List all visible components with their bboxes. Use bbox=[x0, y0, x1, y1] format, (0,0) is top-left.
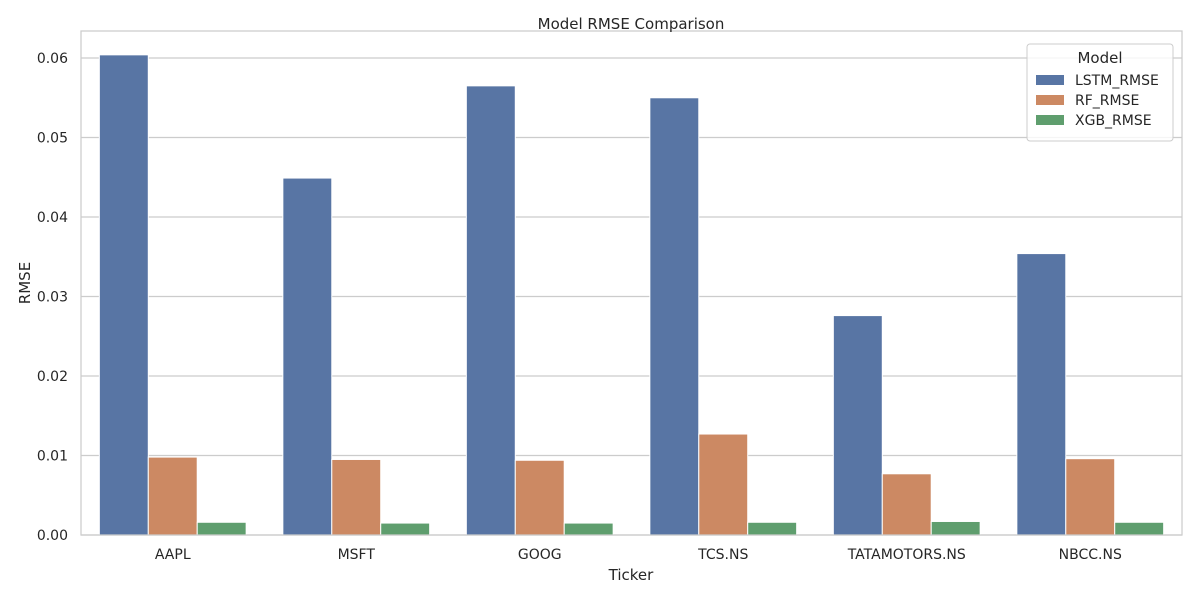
legend-swatch bbox=[1036, 115, 1064, 125]
legend-items: LSTM_RMSE RF_RMSE XGB_RMSE bbox=[1036, 73, 1159, 129]
bar-lstm-rmse-goog bbox=[465, 85, 516, 536]
x-tick-label: TATAMOTORS.NS bbox=[847, 547, 966, 563]
bar-lstm-rmse-nbcc-ns bbox=[1016, 253, 1067, 536]
legend-label: XGB_RMSE bbox=[1075, 113, 1152, 129]
legend: Model LSTM_RMSE RF_RMSE XGB_RMSE bbox=[1026, 43, 1174, 142]
legend-swatch bbox=[1036, 75, 1064, 85]
plot-frame bbox=[80, 30, 1183, 536]
x-tick-label: AAPL bbox=[155, 547, 191, 563]
y-tick-label: 0.02 bbox=[37, 369, 68, 385]
x-tick-label: MSFT bbox=[338, 547, 376, 563]
y-tick-label: 0.06 bbox=[37, 51, 68, 67]
x-tick-label: NBCC.NS bbox=[1059, 547, 1122, 563]
bar-rf-rmse-tcs-ns bbox=[698, 433, 749, 536]
y-tick-label: 0.04 bbox=[37, 210, 68, 226]
legend-swatch bbox=[1036, 95, 1064, 105]
gridlines bbox=[81, 57, 1182, 536]
y-tick-label: 0.05 bbox=[37, 131, 68, 147]
legend-label: LSTM_RMSE bbox=[1075, 73, 1159, 89]
x-tick-labels: AAPL MSFT GOOG TCS.NS TATAMOTORS.NS NBCC.NS bbox=[155, 547, 1122, 563]
bar-rf-rmse-goog bbox=[514, 459, 565, 536]
bar-xgb-rmse-aapl bbox=[196, 521, 247, 536]
bar-rf-rmse-tatamotors-ns bbox=[881, 473, 932, 536]
legend-title: Model bbox=[1077, 49, 1122, 67]
bar-xgb-rmse-nbcc-ns bbox=[1114, 521, 1165, 536]
y-axis-label: RMSE bbox=[16, 262, 34, 304]
bar-rf-rmse-msft bbox=[331, 458, 382, 536]
bar-xgb-rmse-tcs-ns bbox=[747, 521, 798, 536]
bars bbox=[98, 54, 1165, 536]
bar-rf-rmse-nbcc-ns bbox=[1065, 458, 1116, 536]
bar-xgb-rmse-goog bbox=[563, 522, 614, 536]
bar-xgb-rmse-msft bbox=[380, 522, 431, 536]
y-tick-label: 0.00 bbox=[37, 528, 68, 544]
y-tick-label: 0.03 bbox=[37, 290, 68, 306]
chart-title: Model RMSE Comparison bbox=[538, 15, 725, 33]
y-tick-label: 0.01 bbox=[37, 449, 68, 465]
x-axis-label: Ticker bbox=[608, 566, 654, 584]
x-tick-label: GOOG bbox=[518, 547, 562, 563]
bar-lstm-rmse-msft bbox=[282, 177, 333, 536]
legend-label: RF_RMSE bbox=[1075, 93, 1139, 109]
bar-lstm-rmse-tatamotors-ns bbox=[832, 315, 883, 536]
x-tick-label: TCS.NS bbox=[697, 547, 748, 563]
bar-xgb-rmse-tatamotors-ns bbox=[930, 520, 981, 536]
bar-lstm-rmse-aapl bbox=[98, 54, 149, 536]
bar-lstm-rmse-tcs-ns bbox=[649, 97, 700, 536]
y-tick-labels: 0.00 0.01 0.02 0.03 0.04 0.05 0.06 bbox=[37, 51, 68, 544]
bar-rf-rmse-aapl bbox=[147, 456, 198, 536]
